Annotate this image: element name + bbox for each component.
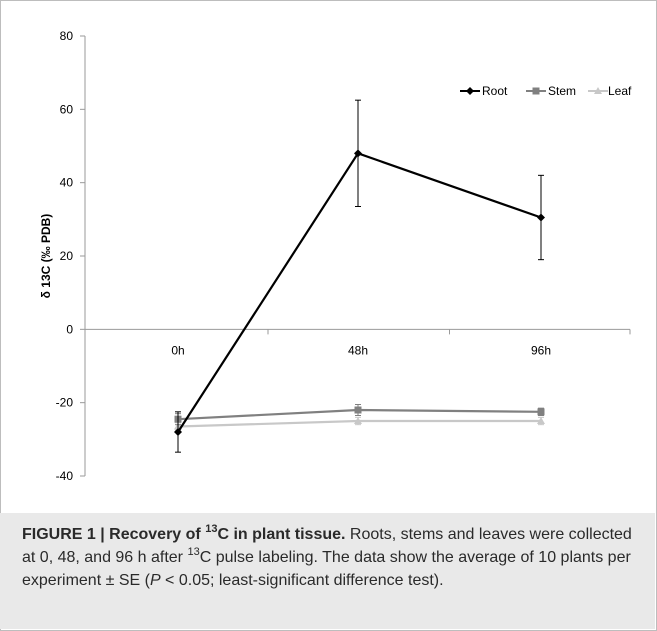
- series-layer: [174, 99, 545, 453]
- caption-text-2: C pulse labeling. The data show the aver…: [22, 549, 631, 589]
- legend-item-leaf: Leaf: [588, 84, 632, 98]
- y-tick-label: -40: [56, 469, 74, 483]
- legend-item-stem: Stem: [526, 84, 576, 98]
- legend-label-root: Root: [482, 84, 508, 98]
- y-tick-label: 0: [66, 322, 73, 336]
- point-leaf: [537, 417, 545, 424]
- point-root: [174, 428, 182, 436]
- caption-p-value: P: [149, 572, 161, 589]
- caption-label: FIGURE 1 | Recovery of 13C in plant tiss…: [22, 522, 346, 543]
- series-line-root: [177, 152, 542, 433]
- series-leaf: [174, 416, 545, 431]
- y-tick-label: -20: [56, 396, 74, 410]
- caption-label-prefix: FIGURE 1 | Recovery of: [22, 526, 206, 543]
- line-chart: -40 -20 0 20 40 60 80 0h 48h 96h Root Stem Leaf δ …: [39, 29, 632, 483]
- legend-label-stem: Stem: [548, 84, 576, 98]
- caption-label-sup: 13: [205, 522, 218, 535]
- legend-marker-stem: [532, 87, 540, 95]
- point-stem: [354, 406, 362, 414]
- x-axis: 0h 48h 96h: [84, 328, 631, 357]
- caption-text-3: < 0.05; least-significant difference tes…: [160, 572, 444, 589]
- y-tick-label: 20: [60, 249, 74, 263]
- x-tick-label: 48h: [348, 343, 368, 357]
- legend: Root Stem Leaf: [460, 84, 632, 98]
- legend-item-root: Root: [460, 84, 508, 98]
- point-root: [354, 149, 362, 158]
- legend-marker-leaf: [594, 87, 602, 94]
- legend-label-leaf: Leaf: [608, 84, 632, 98]
- caption-text-sup: 13: [187, 545, 200, 558]
- y-tick-label: 40: [60, 176, 74, 190]
- y-tick-label: 60: [60, 102, 74, 116]
- caption-label-suffix: C in plant tissue.: [217, 526, 346, 543]
- y-axis: -40 -20 0 20 40 60 80: [56, 29, 86, 483]
- figure-caption: FIGURE 1 | Recovery of 13C in plant tiss…: [22, 523, 642, 592]
- point-leaf: [354, 417, 362, 424]
- x-tick-label: 96h: [531, 343, 551, 357]
- series-root: [174, 99, 545, 453]
- y-tick-label: 80: [60, 29, 74, 43]
- y-axis-title: δ 13C (‰ PDB): [39, 214, 53, 299]
- x-tick-label: 0h: [171, 343, 184, 357]
- caption-text-1: Roots, stems and leaves were collected a…: [22, 526, 632, 566]
- point-stem: [537, 408, 545, 416]
- point-root: [537, 213, 545, 222]
- legend-marker-root: [466, 87, 474, 95]
- caption-box: [0, 513, 655, 629]
